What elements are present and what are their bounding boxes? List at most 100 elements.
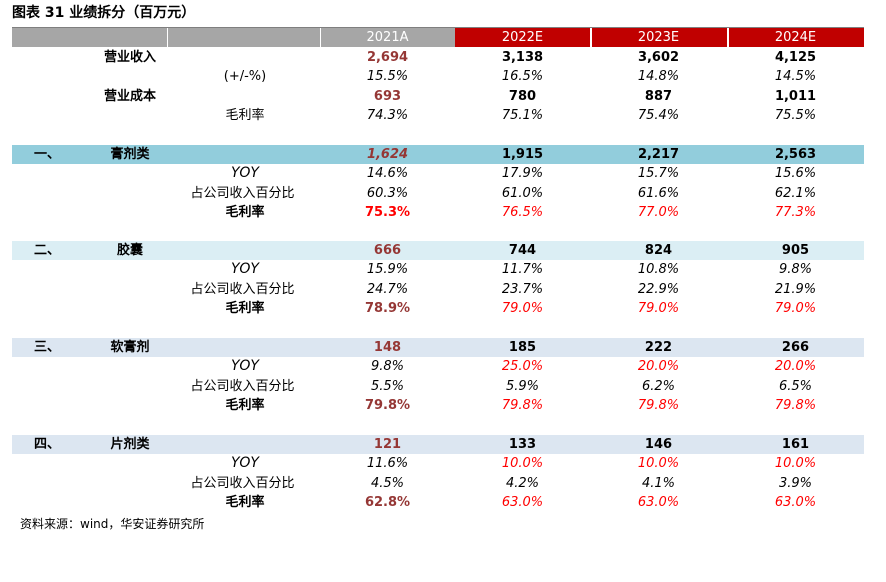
divider: [727, 28, 729, 47]
row-label: 占公司收入百分比: [190, 185, 295, 201]
section-band: [12, 145, 864, 164]
value-cell: 14.6%: [366, 166, 409, 182]
row-label: 毛利率: [225, 397, 265, 413]
section-index: 四、: [34, 437, 61, 452]
value-cell: 4.5%: [370, 475, 405, 491]
value-cell: 20.0%: [637, 359, 680, 375]
value-cell: 222: [644, 340, 673, 355]
row-label: 营业收入: [103, 50, 156, 65]
value-cell: 905: [781, 243, 810, 258]
value-cell: 77.3%: [774, 204, 817, 220]
value-cell: 20.0%: [774, 359, 817, 375]
value-cell: 11.7%: [501, 262, 544, 278]
title: 图表 31 业绩拆分（百万元）: [12, 5, 196, 21]
value-cell: 15.5%: [366, 69, 409, 84]
value-cell: 824: [644, 243, 673, 258]
value-cell: 10.0%: [637, 456, 680, 472]
row-label: 毛利率: [225, 494, 265, 510]
row-label: YOY: [231, 261, 259, 278]
value-cell: 79.8%: [774, 397, 817, 413]
row-label: 占公司收入百分比: [190, 475, 295, 491]
value-cell: 3,138: [501, 50, 544, 65]
value-cell: 2,217: [637, 147, 680, 162]
value-cell: 5.5%: [370, 378, 405, 394]
value-cell: 79.0%: [501, 300, 544, 316]
value-cell: 60.3%: [366, 185, 409, 201]
value-cell: 148: [373, 340, 402, 355]
section-index: 二、: [34, 243, 61, 258]
value-cell: 62.1%: [774, 185, 817, 201]
value-cell: 10.0%: [501, 456, 544, 472]
value-cell: 79.0%: [637, 300, 680, 316]
value-cell: 266: [781, 340, 810, 355]
section-name: 膏剂类: [110, 147, 150, 162]
value-cell: 21.9%: [774, 281, 817, 297]
value-cell: 15.9%: [366, 262, 409, 278]
value-cell: 15.7%: [637, 166, 680, 182]
value-cell: 15.6%: [774, 166, 817, 182]
value-cell: 11.6%: [366, 456, 409, 472]
divider: [320, 28, 321, 47]
header-gray: [12, 28, 455, 47]
value-cell: 2,694: [366, 50, 409, 65]
value-cell: 185: [508, 340, 537, 355]
value-cell: 23.7%: [501, 281, 544, 297]
value-cell: 10.8%: [637, 262, 680, 278]
value-cell: 5.9%: [505, 378, 540, 394]
row-label: YOY: [231, 455, 259, 472]
value-cell: 121: [373, 437, 402, 452]
value-cell: 161: [781, 437, 810, 452]
column-header: 2021A: [366, 30, 409, 45]
value-cell: 133: [508, 437, 537, 452]
value-cell: 74.3%: [366, 108, 409, 123]
value-cell: 4.2%: [505, 475, 540, 491]
header-red: [455, 28, 864, 47]
value-cell: 79.8%: [637, 397, 680, 413]
value-cell: 9.8%: [370, 359, 405, 375]
section-band: [12, 435, 864, 454]
value-cell: 693: [373, 89, 402, 104]
section-index: 一、: [34, 147, 61, 162]
value-cell: 75.5%: [774, 108, 817, 123]
value-cell: 9.8%: [778, 262, 813, 278]
row-label: 占公司收入百分比: [190, 281, 295, 297]
value-cell: 3,602: [637, 50, 680, 65]
value-cell: 63.0%: [637, 494, 680, 510]
value-cell: 6.5%: [778, 378, 813, 394]
divider: [590, 28, 592, 47]
value-cell: 146: [644, 437, 673, 452]
value-cell: 63.0%: [501, 494, 544, 510]
value-cell: 14.8%: [637, 69, 680, 84]
section-index: 三、: [34, 340, 61, 355]
value-cell: 1,011: [774, 89, 817, 104]
value-cell: 744: [508, 243, 537, 258]
row-label: YOY: [231, 358, 259, 375]
row-label: (+/-%): [223, 69, 267, 84]
value-cell: 79.0%: [774, 300, 817, 316]
column-header: 2023E: [637, 30, 680, 45]
value-cell: 76.5%: [501, 204, 544, 220]
value-cell: 22.9%: [637, 281, 680, 297]
value-cell: 1,915: [501, 147, 544, 162]
source: 资料来源：wind，华安证券研究所: [20, 517, 205, 531]
value-cell: 2,563: [774, 147, 817, 162]
section-name: 胶囊: [116, 243, 143, 258]
section-name: 片剂类: [110, 437, 150, 452]
value-cell: 61.0%: [501, 185, 544, 201]
value-cell: 14.5%: [774, 69, 817, 84]
value-cell: 75.4%: [637, 108, 680, 123]
section-name: 软膏剂: [110, 340, 150, 355]
row-label: 毛利率: [225, 108, 265, 123]
value-cell: 63.0%: [774, 494, 817, 510]
row-label: 毛利率: [225, 300, 265, 316]
value-cell: 3.9%: [778, 475, 813, 491]
value-cell: 78.9%: [364, 300, 411, 316]
divider: [167, 28, 168, 47]
value-cell: 4.1%: [641, 475, 676, 491]
section-band: [12, 338, 864, 357]
value-cell: 16.5%: [501, 69, 544, 84]
value-cell: 6.2%: [641, 378, 676, 394]
column-header: 2024E: [774, 30, 817, 45]
value-cell: 10.0%: [774, 456, 817, 472]
value-cell: 79.8%: [501, 397, 544, 413]
